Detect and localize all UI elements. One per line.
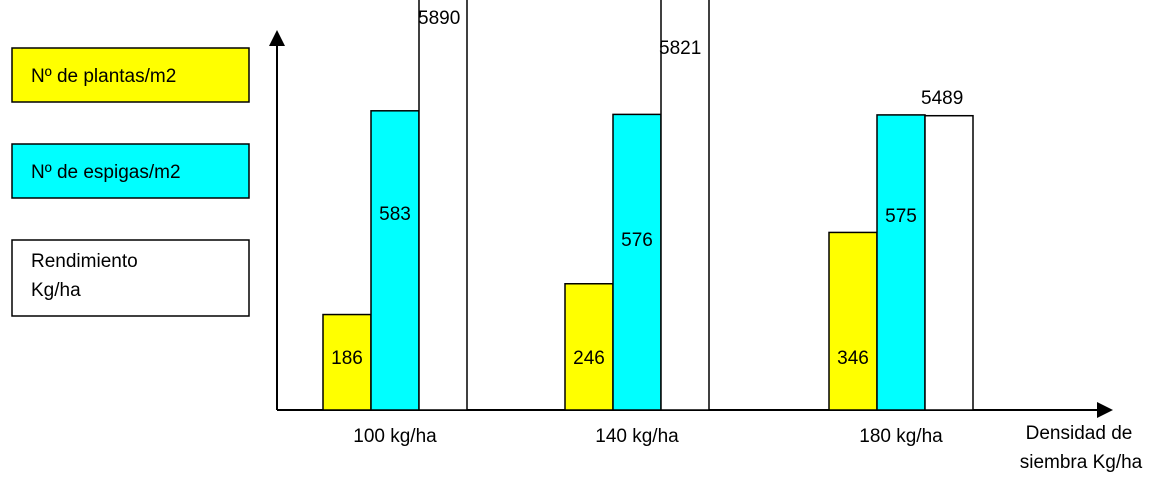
bar (876, 114, 926, 411)
bar-value-label: 246 (573, 348, 605, 369)
x-axis-title-line-2: siembra Kg/ha (1020, 452, 1143, 473)
legend-plantas-box (11, 47, 250, 103)
bar (418, 0, 468, 411)
bar-value-label: 346 (837, 348, 869, 369)
bar (370, 110, 420, 411)
bar-value-label: 575 (885, 206, 917, 227)
legend-rendimiento-label-line-1: Rendimiento (31, 251, 138, 272)
x-axis-title-line-1: Densidad de (1026, 423, 1133, 444)
bar-value-label: 5489 (921, 88, 963, 109)
bar (612, 113, 662, 411)
legend-rendimiento-box (11, 239, 250, 317)
bar-value-label: 576 (621, 230, 653, 251)
bar (828, 231, 878, 411)
bar-value-label: 186 (331, 348, 363, 369)
bar-value-label: 583 (379, 204, 411, 225)
x-tick-label: 140 kg/ha (595, 426, 679, 447)
x-tick-label: 100 kg/ha (353, 426, 437, 447)
bar (660, 0, 710, 411)
legend-plantas-label: Nº de plantas/m2 (31, 66, 176, 87)
x-axis-arrow-icon (1097, 402, 1113, 418)
legend-espigas-box (11, 143, 250, 199)
legend-espigas-label: Nº de espigas/m2 (31, 162, 181, 183)
bar-value-label: 5890 (418, 8, 460, 29)
bar-value-label: 5821 (659, 38, 701, 59)
y-axis-arrow-icon (269, 30, 285, 46)
legend-rendimiento-label-line-2: Kg/ha (31, 280, 81, 301)
bar (924, 114, 974, 411)
bar (564, 283, 614, 411)
x-tick-label: 180 kg/ha (859, 426, 943, 447)
